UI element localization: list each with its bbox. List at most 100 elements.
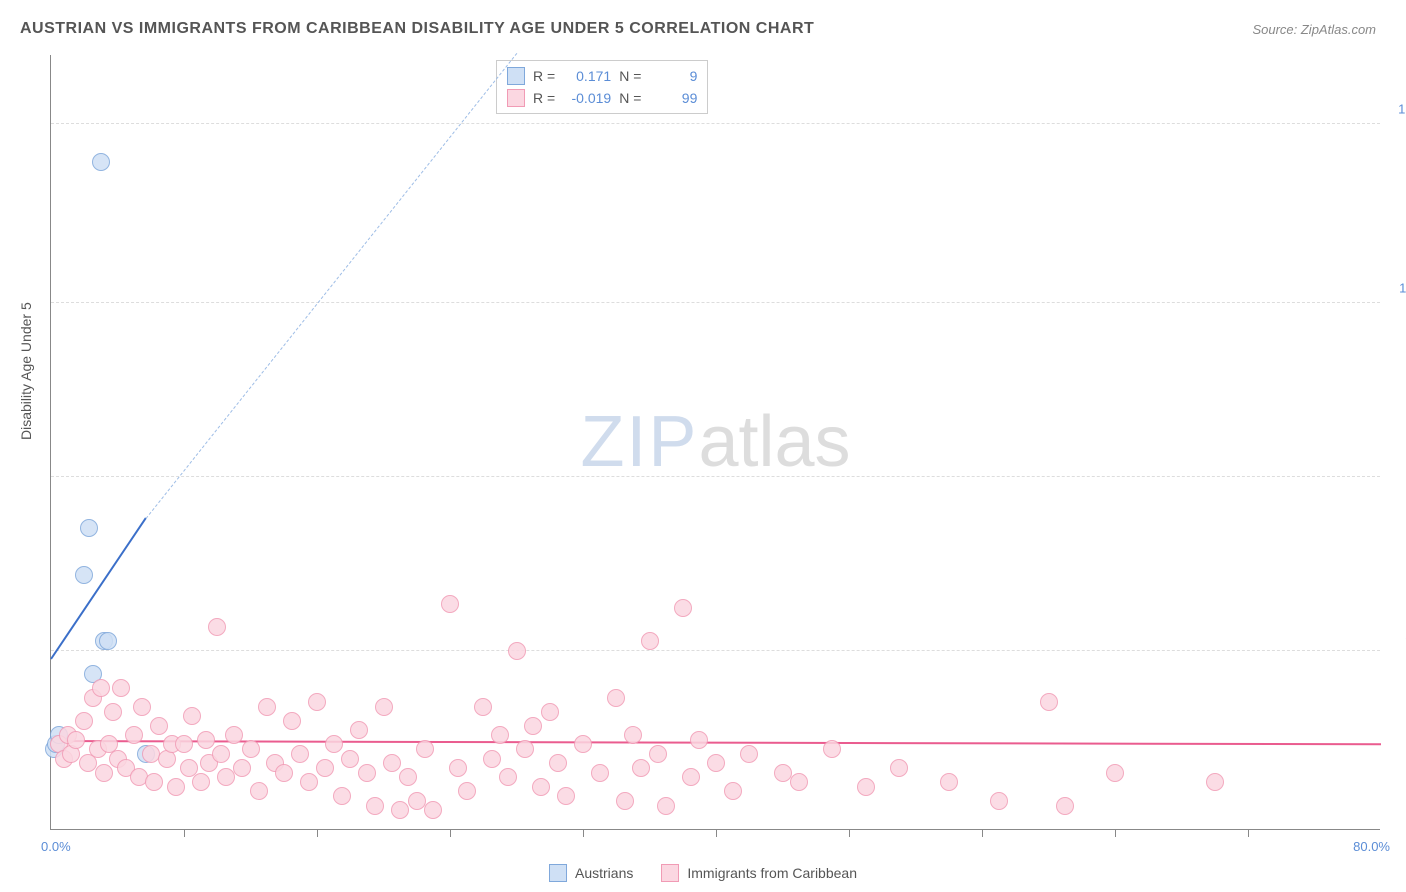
scatter-point bbox=[541, 703, 559, 721]
r-value-immigrants: -0.019 bbox=[563, 87, 611, 109]
scatter-point bbox=[95, 764, 113, 782]
scatter-point bbox=[225, 726, 243, 744]
scatter-point bbox=[75, 566, 93, 584]
scatter-point bbox=[275, 764, 293, 782]
scatter-point bbox=[532, 778, 550, 796]
scatter-point bbox=[125, 726, 143, 744]
scatter-point bbox=[441, 595, 459, 613]
scatter-point bbox=[408, 792, 426, 810]
scatter-point bbox=[325, 735, 343, 753]
scatter-point bbox=[857, 778, 875, 796]
scatter-point bbox=[208, 618, 226, 636]
watermark-atlas: atlas bbox=[698, 402, 850, 482]
watermark-zip: ZIP bbox=[580, 402, 698, 482]
legend-label-austrians: Austrians bbox=[575, 865, 633, 881]
ytick-label: 3.8% bbox=[1385, 628, 1406, 643]
scatter-point bbox=[99, 632, 117, 650]
chart-source: Source: ZipAtlas.com bbox=[1252, 22, 1376, 37]
xtick bbox=[982, 829, 983, 837]
scatter-point bbox=[557, 787, 575, 805]
gridline bbox=[51, 476, 1380, 477]
scatter-point bbox=[649, 745, 667, 763]
ytick-label: 11.2% bbox=[1385, 280, 1406, 295]
legend-stats-row-austrians: R = 0.171 N = 9 bbox=[507, 65, 697, 87]
scatter-point bbox=[990, 792, 1008, 810]
scatter-point bbox=[508, 642, 526, 660]
scatter-point bbox=[75, 712, 93, 730]
scatter-point bbox=[183, 707, 201, 725]
scatter-point bbox=[682, 768, 700, 786]
scatter-point bbox=[1106, 764, 1124, 782]
scatter-point bbox=[242, 740, 260, 758]
scatter-point bbox=[291, 745, 309, 763]
scatter-point bbox=[641, 632, 659, 650]
xtick bbox=[317, 829, 318, 837]
legend-stats-box: R = 0.171 N = 9 R = -0.019 N = 99 bbox=[496, 60, 708, 114]
scatter-point bbox=[632, 759, 650, 777]
scatter-point bbox=[133, 698, 151, 716]
legend-swatch-immigrants bbox=[661, 864, 679, 882]
scatter-point bbox=[1206, 773, 1224, 791]
scatter-point bbox=[366, 797, 384, 815]
scatter-point bbox=[624, 726, 642, 744]
scatter-point bbox=[591, 764, 609, 782]
gridline bbox=[51, 123, 1380, 124]
scatter-point bbox=[524, 717, 542, 735]
scatter-point bbox=[112, 679, 130, 697]
scatter-point bbox=[67, 731, 85, 749]
scatter-point bbox=[197, 731, 215, 749]
scatter-point bbox=[192, 773, 210, 791]
scatter-point bbox=[474, 698, 492, 716]
xtick bbox=[716, 829, 717, 837]
scatter-point bbox=[416, 740, 434, 758]
scatter-point bbox=[145, 773, 163, 791]
xtick bbox=[583, 829, 584, 837]
xtick bbox=[1115, 829, 1116, 837]
xtick bbox=[184, 829, 185, 837]
scatter-point bbox=[458, 782, 476, 800]
legend-stats-row-immigrants: R = -0.019 N = 99 bbox=[507, 87, 697, 109]
chart-title: AUSTRIAN VS IMMIGRANTS FROM CARIBBEAN DI… bbox=[20, 20, 814, 38]
n-value-immigrants: 99 bbox=[649, 87, 697, 109]
xaxis-min-label: 0.0% bbox=[41, 839, 71, 854]
bottom-legend: Austrians Immigrants from Caribbean bbox=[549, 864, 857, 882]
xaxis-max-label: 80.0% bbox=[1353, 839, 1390, 854]
ytick-label: 15.0% bbox=[1385, 102, 1406, 117]
scatter-point bbox=[449, 759, 467, 777]
scatter-point bbox=[350, 721, 368, 739]
xtick bbox=[1248, 829, 1249, 837]
scatter-point bbox=[724, 782, 742, 800]
n-value-austrians: 9 bbox=[649, 65, 697, 87]
scatter-point bbox=[740, 745, 758, 763]
scatter-point bbox=[790, 773, 808, 791]
scatter-point bbox=[1056, 797, 1074, 815]
scatter-point bbox=[823, 740, 841, 758]
scatter-point bbox=[549, 754, 567, 772]
scatter-point bbox=[175, 735, 193, 753]
scatter-point bbox=[499, 768, 517, 786]
scatter-point bbox=[92, 679, 110, 697]
scatter-point bbox=[283, 712, 301, 730]
legend-item-immigrants: Immigrants from Caribbean bbox=[661, 864, 857, 882]
scatter-point bbox=[574, 735, 592, 753]
xtick bbox=[849, 829, 850, 837]
gridline bbox=[51, 302, 1380, 303]
scatter-point bbox=[399, 768, 417, 786]
scatter-point bbox=[150, 717, 168, 735]
scatter-point bbox=[250, 782, 268, 800]
r-label: R = bbox=[533, 65, 555, 87]
scatter-point bbox=[690, 731, 708, 749]
scatter-point bbox=[316, 759, 334, 777]
scatter-point bbox=[383, 754, 401, 772]
watermark: ZIPatlas bbox=[580, 401, 850, 483]
scatter-point bbox=[142, 745, 160, 763]
scatter-point bbox=[217, 768, 235, 786]
scatter-point bbox=[358, 764, 376, 782]
scatter-point bbox=[333, 787, 351, 805]
r-label: R = bbox=[533, 87, 555, 109]
scatter-point bbox=[258, 698, 276, 716]
scatter-point bbox=[233, 759, 251, 777]
gridline bbox=[51, 650, 1380, 651]
scatter-point bbox=[890, 759, 908, 777]
legend-swatch-austrians bbox=[507, 67, 525, 85]
